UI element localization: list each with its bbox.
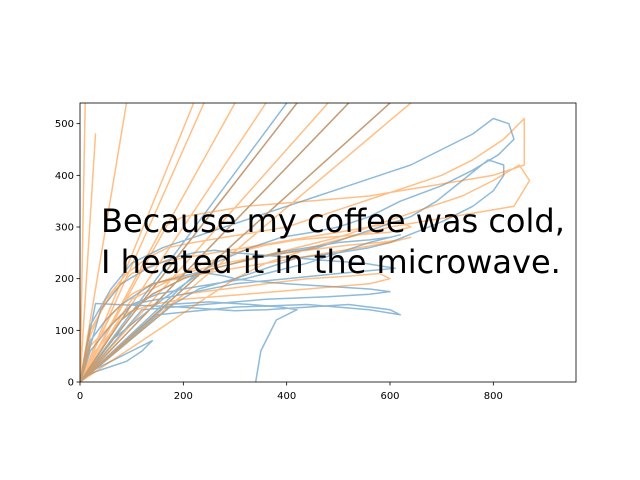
y-tick-label: 0	[68, 378, 74, 389]
y-tick-label: 300	[55, 223, 74, 234]
plot-area-frame	[79, 102, 577, 383]
y-axis: 0 100 200 300 400 500	[55, 119, 80, 389]
y-tick-label: 100	[55, 326, 74, 337]
y-tick-label: 400	[55, 171, 74, 182]
x-tick-label: 600	[380, 391, 399, 402]
x-tick-label: 800	[484, 391, 503, 402]
series-line-2	[80, 103, 531, 382]
annotation-line-1: Because my coffee was cold,	[101, 202, 565, 240]
y-tick-label: 500	[55, 119, 74, 130]
x-tick-label: 200	[174, 391, 193, 402]
x-tick-label: 400	[277, 391, 296, 402]
y-tick-label: 200	[55, 274, 74, 285]
series-layer	[80, 103, 531, 382]
series-line-1	[80, 103, 515, 382]
x-axis: 0 200 400 600 800	[77, 382, 503, 402]
x-tick-label: 0	[77, 391, 83, 402]
annotation-line-2: I heated it in the microwave.	[101, 243, 561, 281]
